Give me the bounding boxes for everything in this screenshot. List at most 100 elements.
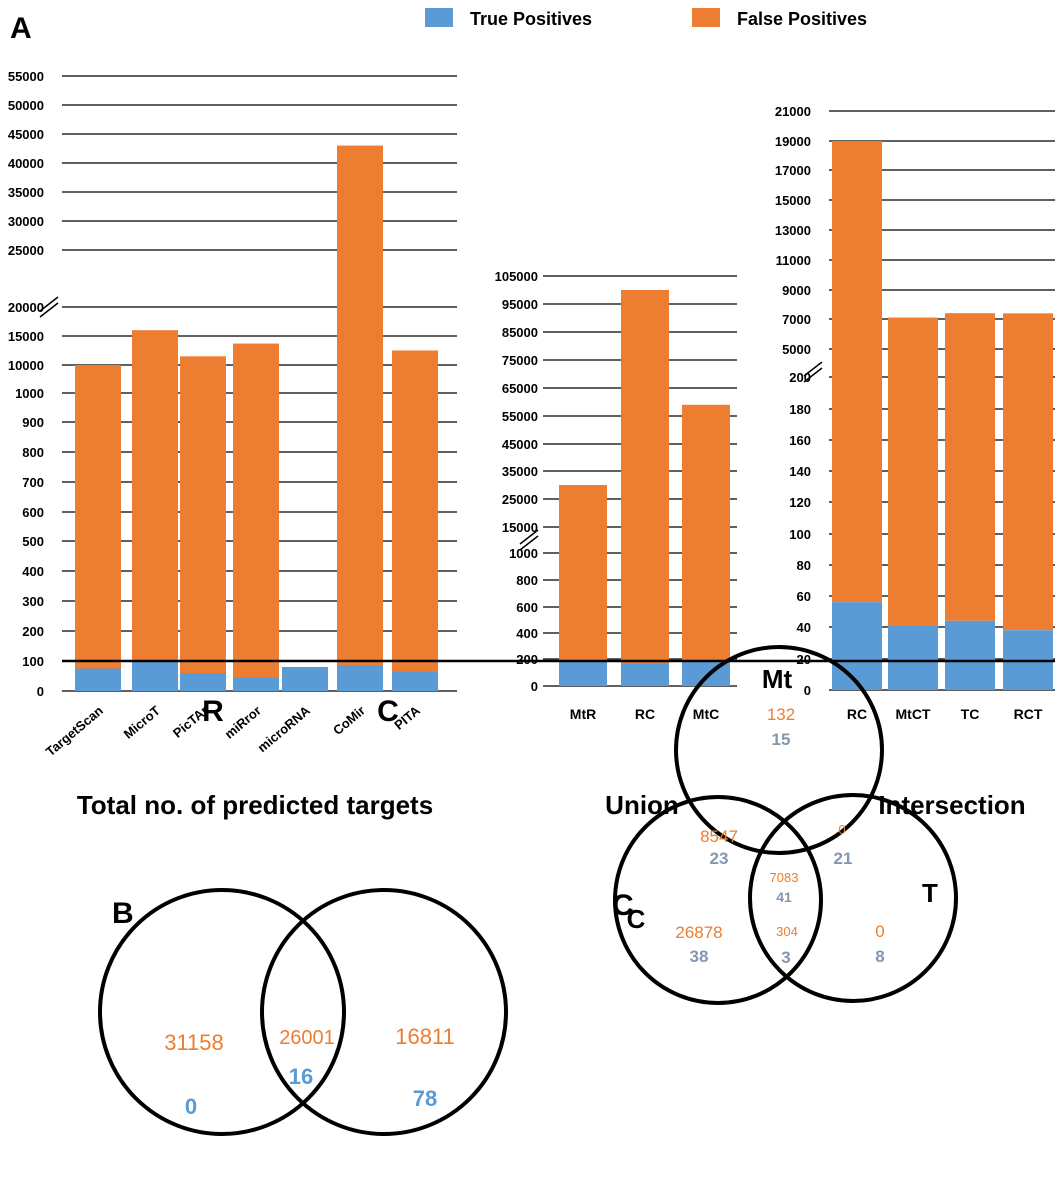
x-tick-label: CoMir <box>330 703 368 738</box>
bar-false-positives <box>559 485 607 660</box>
x-tick-label: RC <box>847 706 867 722</box>
bar-true-positives <box>945 620 995 690</box>
legend-swatch-true-positives <box>425 8 453 27</box>
axis-break-marker <box>519 529 539 545</box>
y-tick-label: 15000 <box>775 193 811 208</box>
y-tick-label: 1000 <box>15 386 44 401</box>
venn-b-tp-c-only: 78 <box>413 1086 437 1111</box>
y-tick-label: 50000 <box>8 98 44 113</box>
bar-false-positives <box>621 290 669 664</box>
x-tick-label: TargetScan <box>43 703 106 759</box>
bar-false-positives <box>1003 313 1053 631</box>
venn-c-fp-t-only: 0 <box>875 922 884 941</box>
y-tick-label: 35000 <box>8 185 44 200</box>
y-tick-label: 55000 <box>502 409 538 424</box>
bar-true-positives <box>832 602 882 690</box>
axis-break-marker <box>803 361 823 377</box>
y-tick-label: 105000 <box>495 269 538 284</box>
legend: True Positives False Positives <box>425 8 867 29</box>
venn-c-set-label-mt: Mt <box>762 664 793 694</box>
bar-false-positives <box>233 343 279 678</box>
venn-b: B R C 31158 0 26001 16 16811 78 <box>98 695 508 1136</box>
y-tick-label: 15000 <box>8 329 44 344</box>
x-tick-label: RC <box>635 706 655 722</box>
y-tick-label: 400 <box>516 626 538 641</box>
bar-false-positives <box>337 145 383 666</box>
bar-true-positives <box>180 673 226 691</box>
venn-c-circle-c <box>613 795 823 1005</box>
y-tick-label: 45000 <box>502 437 538 452</box>
y-tick-label: 140 <box>789 464 811 479</box>
venn-c-tp-mt-only: 15 <box>772 730 791 749</box>
y-tick-label: 180 <box>789 402 811 417</box>
y-tick-label: 1000 <box>509 546 538 561</box>
venn-c-tp-c-t: 3 <box>781 948 790 967</box>
y-tick-label: 0 <box>804 683 811 698</box>
venn-c-tp-mt-c: 23 <box>710 849 729 868</box>
y-tick-label: 21000 <box>775 104 811 119</box>
y-tick-label: 19000 <box>775 134 811 149</box>
bar-false-positives <box>945 313 995 621</box>
y-tick-label: 800 <box>22 445 44 460</box>
y-tick-label: 65000 <box>502 381 538 396</box>
venn-c-fp-mt-c: 8547 <box>700 827 738 846</box>
venn-c-tp-c-only: 38 <box>690 947 709 966</box>
y-tick-label: 120 <box>789 495 811 510</box>
y-tick-label: 600 <box>22 505 44 520</box>
y-tick-label: 40000 <box>8 156 44 171</box>
x-tick-label: microRNA <box>255 702 314 755</box>
y-tick-label: 60 <box>797 589 811 604</box>
bar-true-positives <box>337 665 383 691</box>
y-tick-label: 5000 <box>782 342 811 357</box>
bar-true-positives <box>888 625 938 690</box>
y-tick-label: 600 <box>516 600 538 615</box>
x-tick-label: MtR <box>570 706 596 722</box>
y-tick-label: 9000 <box>782 283 811 298</box>
bar-false-positives <box>75 365 121 669</box>
venn-b-circle-c <box>260 888 508 1136</box>
y-tick-label: 0 <box>531 679 538 694</box>
bar-false-positives <box>180 356 226 673</box>
x-tick-label: miRror <box>222 703 264 742</box>
venn-b-fp-rc: 26001 <box>279 1027 335 1049</box>
bar-false-positives <box>392 350 438 672</box>
y-tick-label: 55000 <box>8 69 44 84</box>
y-tick-label: 11000 <box>776 253 811 268</box>
x-tick-label: MtC <box>693 706 719 722</box>
y-tick-label: 15000 <box>502 520 538 535</box>
bar-false-positives <box>888 317 938 626</box>
panel-label-b: B <box>112 897 134 930</box>
y-tick-label: 17000 <box>775 163 811 178</box>
y-tick-label: 10000 <box>8 358 44 373</box>
y-tick-label: 40 <box>797 620 811 635</box>
y-tick-label: 35000 <box>502 464 538 479</box>
venn-b-set-label-c: C <box>377 695 399 728</box>
venn-b-fp-c-only: 16811 <box>395 1024 455 1049</box>
y-tick-label: 800 <box>516 573 538 588</box>
y-tick-label: 160 <box>789 433 811 448</box>
bar-true-positives <box>392 671 438 691</box>
bar-true-positives <box>132 661 178 691</box>
venn-c-circle-t <box>748 793 958 1003</box>
venn-b-set-label-r: R <box>202 695 224 728</box>
x-tick-label: MtCT <box>896 706 931 722</box>
x-tick-label: MicroT <box>121 703 163 742</box>
y-tick-label: 7000 <box>782 312 811 327</box>
axis-break-marker <box>519 535 539 551</box>
venn-b-tp-rc: 16 <box>289 1064 313 1089</box>
y-tick-label: 75000 <box>502 353 538 368</box>
bar-true-positives <box>282 667 328 691</box>
venn-c-fp-mt-t: 0 <box>838 822 845 837</box>
y-tick-label: 20000 <box>8 300 44 315</box>
legend-label-true-positives: True Positives <box>470 9 592 29</box>
x-tick-label: TC <box>961 706 980 722</box>
bar-true-positives <box>75 668 121 691</box>
venn-b-fp-r-only: 31158 <box>164 1030 224 1055</box>
y-tick-label: 45000 <box>8 127 44 142</box>
y-tick-label: 500 <box>22 534 44 549</box>
y-tick-label: 300 <box>22 594 44 609</box>
bar-true-positives <box>559 659 607 686</box>
y-tick-label: 900 <box>22 415 44 430</box>
y-tick-label: 100 <box>22 654 44 669</box>
